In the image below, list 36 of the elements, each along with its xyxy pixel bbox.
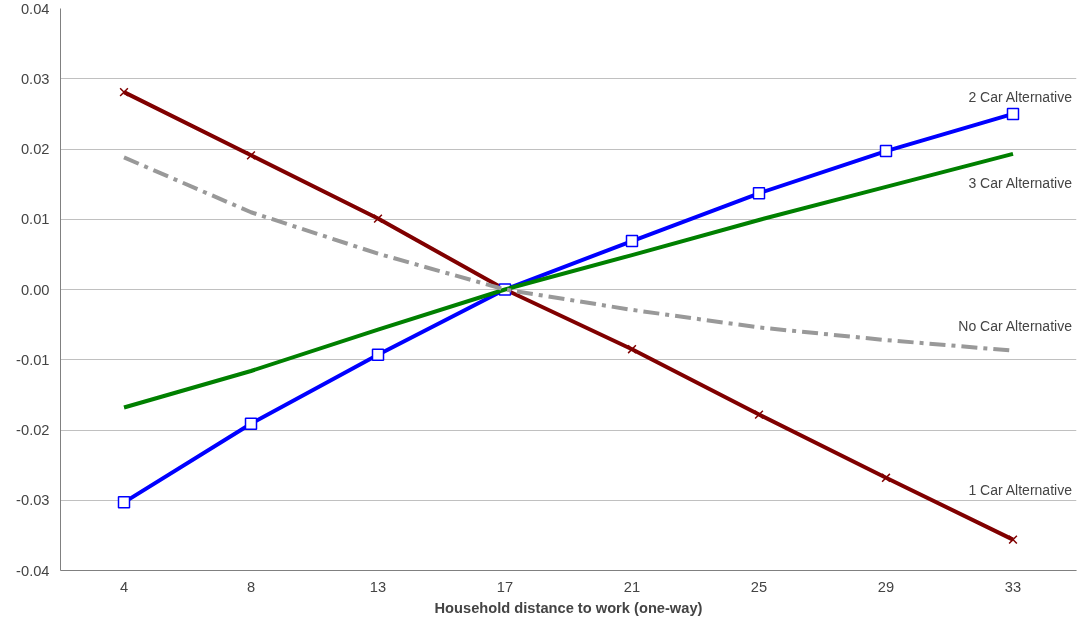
y-tick-label: 0.02 xyxy=(20,141,50,157)
y-tick-label: -0.02 xyxy=(16,422,50,438)
series-label: No Car Alternative xyxy=(958,317,1073,334)
point xyxy=(879,144,893,158)
y-tick-label: 0.04 xyxy=(20,0,50,17)
y-tick-label: -0.03 xyxy=(16,492,50,509)
point xyxy=(627,344,637,354)
x-tick-label: 25 xyxy=(750,578,768,595)
point xyxy=(1008,534,1018,545)
x-tick-label: 29 xyxy=(877,578,895,595)
x-tick-label: 33 xyxy=(1004,578,1022,595)
point xyxy=(117,496,131,509)
point xyxy=(881,473,891,483)
series-label: 3 Car Alternative xyxy=(968,174,1073,191)
point xyxy=(373,213,383,224)
y-tick-label: -0.01 xyxy=(16,351,50,368)
y-tick-label: -0.04 xyxy=(16,562,50,579)
x-tick-label: 21 xyxy=(623,578,641,595)
point xyxy=(371,348,385,362)
point xyxy=(754,409,764,420)
point xyxy=(1006,107,1020,121)
x-tick-label: 17 xyxy=(496,578,514,595)
point xyxy=(119,87,129,97)
series-label: 2 Car Alternative xyxy=(968,88,1073,105)
y-tick-label: 0.03 xyxy=(20,70,50,87)
point xyxy=(625,234,639,248)
y-tick-label: 0.00 xyxy=(20,281,50,298)
y-tick-label: 0.01 xyxy=(20,211,50,228)
x-tick-label: 13 xyxy=(369,578,387,595)
x-tick-label: 4 xyxy=(119,578,129,595)
series-label: 1 Car Alternative xyxy=(968,481,1073,498)
point xyxy=(244,417,258,430)
x-axis-title: Household distance to work (one-way) xyxy=(434,599,703,616)
point xyxy=(246,150,256,160)
point xyxy=(752,187,766,200)
x-tick-label: 8 xyxy=(246,578,256,595)
